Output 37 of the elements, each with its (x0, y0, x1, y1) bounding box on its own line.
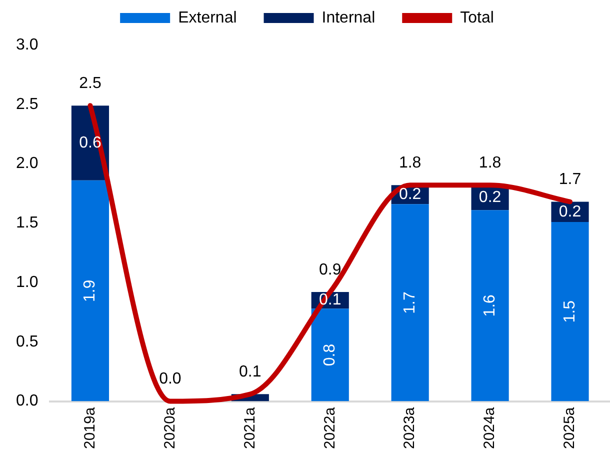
y-tick-label: 2.0 (16, 155, 38, 172)
bar (311, 308, 349, 402)
data-label: 0.0 (159, 370, 182, 388)
data-label: 1.7 (558, 171, 582, 188)
data-label: 0.2 (398, 186, 422, 204)
data-label: 1.8 (478, 154, 502, 172)
data-label: 0.9 (318, 261, 342, 278)
y-tick-label: 3.0 (16, 36, 38, 54)
bar (471, 210, 509, 402)
x-tick-label: 2019a (81, 406, 98, 450)
x-tick-label: 2021a (241, 406, 258, 450)
x-tick-label: 2020a (161, 406, 178, 450)
y-tick-label: 1.5 (16, 214, 38, 232)
data-label: 1.8 (398, 154, 422, 172)
bar (391, 204, 429, 402)
bar (71, 180, 110, 402)
legend-label: External (178, 9, 237, 26)
legend-label: Internal (322, 9, 376, 26)
data-label: 2.5 (79, 74, 102, 92)
x-tick-label: 2025a (561, 406, 578, 450)
data-label: 1.9 (82, 280, 99, 302)
y-tick-label: 0.5 (16, 333, 38, 350)
data-label: 1.5 (561, 300, 578, 323)
data-label: 1.6 (481, 294, 498, 317)
y-tick-label: 2.5 (16, 96, 38, 113)
data-label: 1.7 (401, 291, 418, 314)
y-tick-label: 1.0 (16, 274, 38, 291)
x-tick-label: 2024a (481, 406, 498, 450)
data-label: 0.2 (558, 203, 582, 220)
legend-label: Total (460, 9, 494, 26)
data-label: 0.1 (239, 364, 262, 381)
y-tick-label: 0.0 (16, 392, 38, 410)
bar (551, 222, 589, 402)
x-tick-label: 2023a (401, 406, 418, 450)
data-label: 0.8 (322, 344, 339, 366)
data-label: 0.2 (478, 189, 502, 206)
x-tick-label: 2022a (321, 406, 338, 450)
